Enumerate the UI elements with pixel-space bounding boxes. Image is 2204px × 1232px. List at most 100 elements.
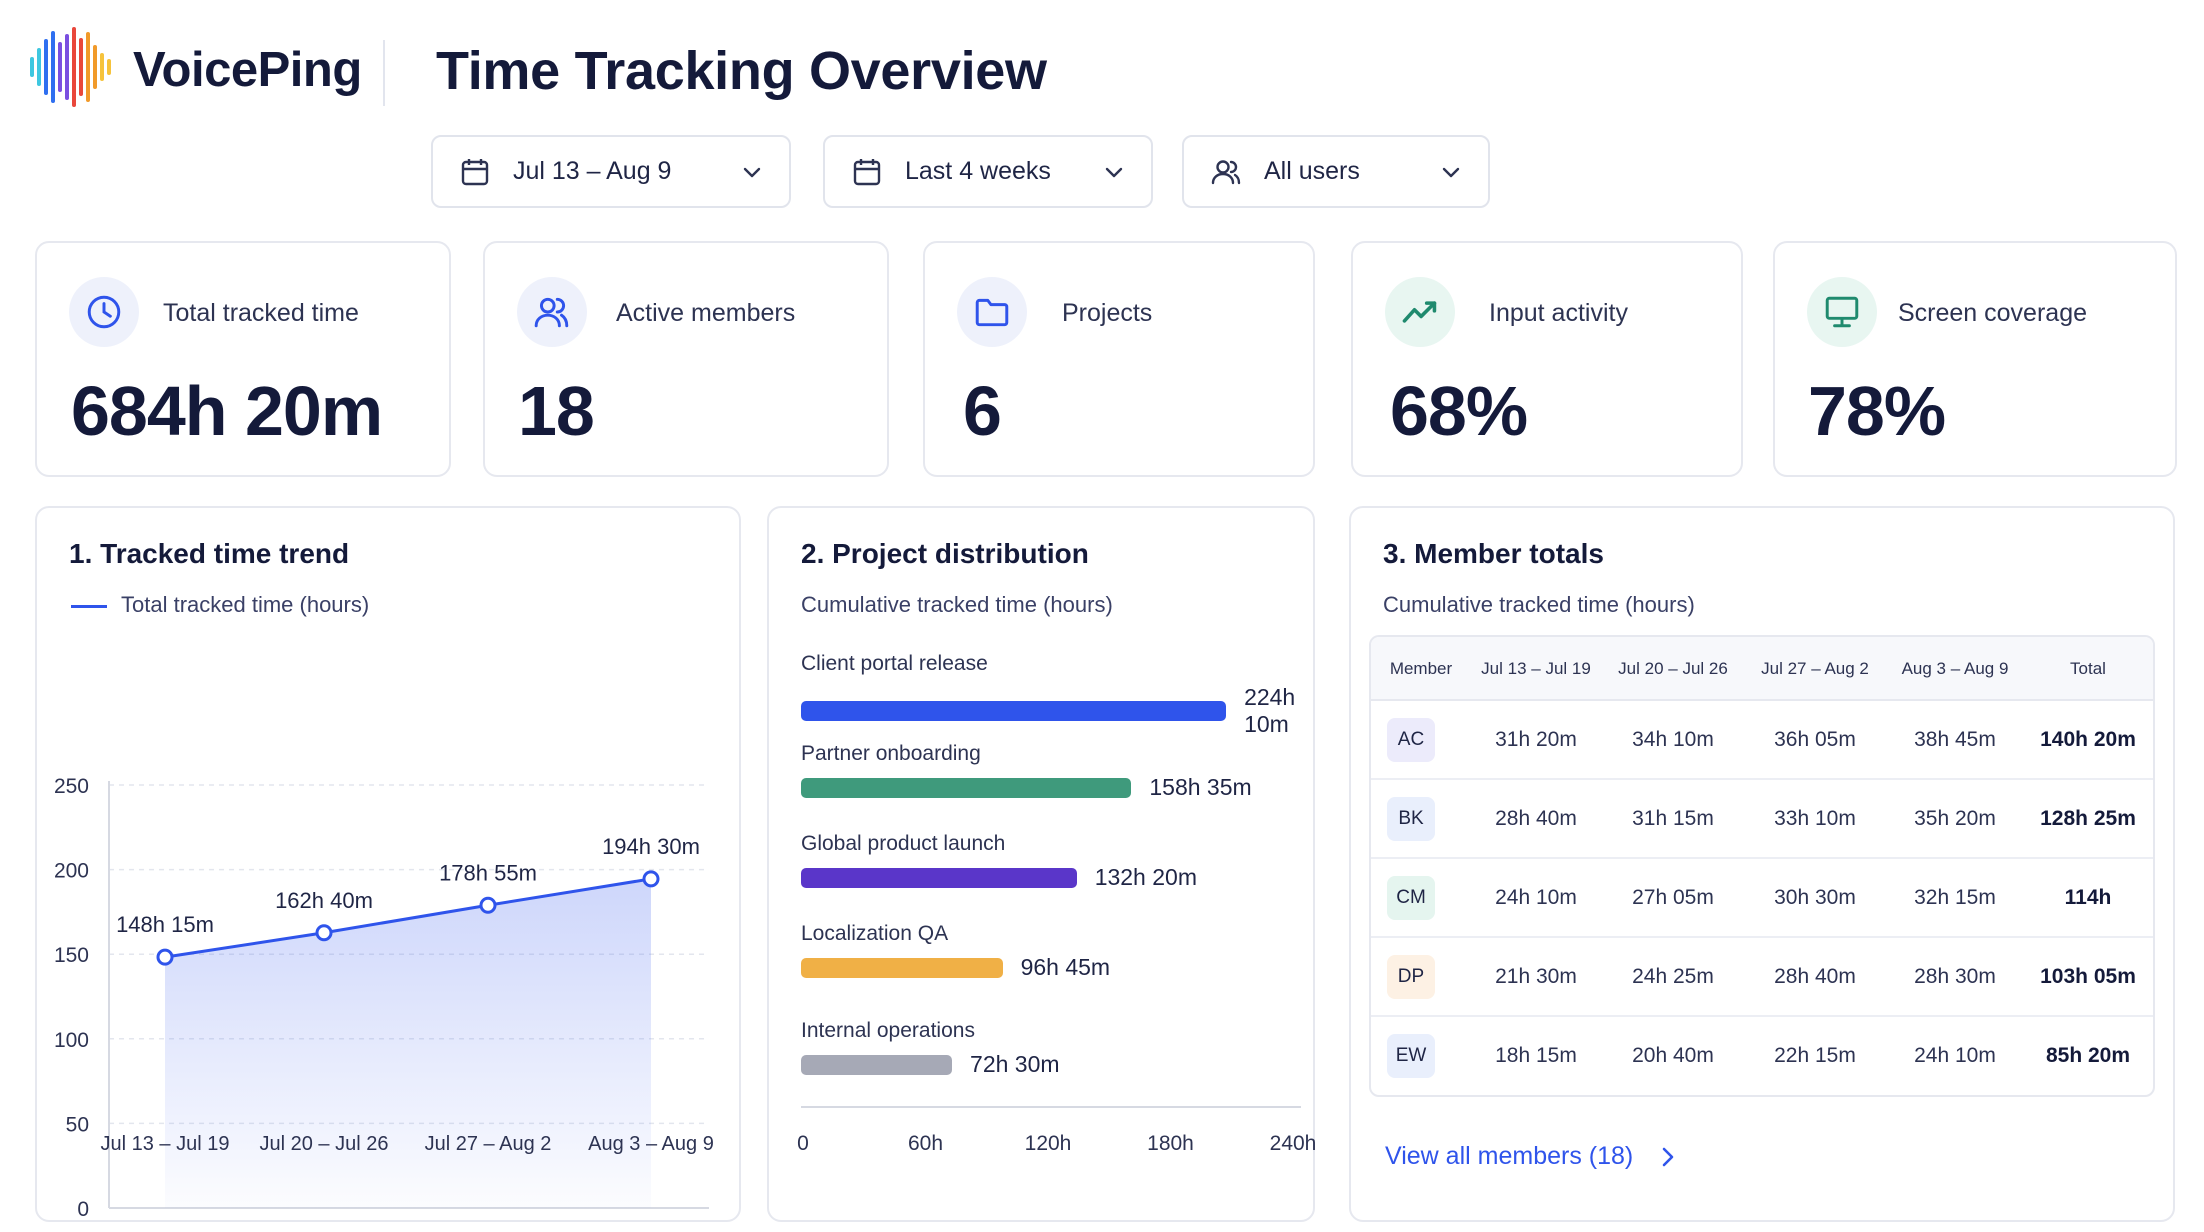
project-bar[interactable]: [801, 701, 1227, 721]
series-line: [164, 877, 652, 959]
table-cell: 35h 20m: [1914, 807, 1996, 830]
logo-bar: [58, 42, 62, 92]
avatar: CM: [1387, 876, 1435, 920]
logo-bar: [100, 53, 104, 81]
project-name: Client portal release: [801, 652, 988, 675]
stat-card-active-members: Active members 18: [483, 241, 889, 477]
table-row[interactable]: BK 28h 40m 31h 15m 33h 10m 35h 20m 128h …: [1371, 780, 2153, 859]
table-cell-total: 85h 20m: [2045, 1044, 2131, 1067]
users-icon: [517, 277, 587, 347]
data-point[interactable]: [479, 896, 497, 914]
x-tick-label: 0: [797, 1132, 809, 1155]
table-cell: 31h 20m: [1495, 728, 1577, 751]
trend-up-icon: [1385, 277, 1455, 347]
tracked-time-trend-card: 1. Tracked time trend Total tracked time…: [35, 506, 741, 1222]
table-cell: 30h 30m: [1774, 886, 1856, 909]
table-cell: 32h 15m: [1914, 886, 1996, 909]
data-point[interactable]: [315, 924, 333, 942]
stat-card-screen-coverage: Screen coverage 78%: [1773, 241, 2177, 477]
date-range-filter[interactable]: Jul 13 – Aug 9: [431, 135, 791, 208]
table-cell: 28h 30m: [1914, 965, 1996, 988]
logo-bar: [79, 38, 83, 96]
avatar: DP: [1387, 955, 1435, 999]
project-name: Internal operations: [801, 1019, 975, 1042]
card-title: 3. Member totals: [1383, 538, 1604, 569]
chevron-right-icon: [1662, 1147, 1674, 1166]
project-bar-row: Partner onboarding 158h 35m: [801, 742, 1252, 801]
project-bar-row: Global product launch 132h 20m: [801, 832, 1197, 891]
period-filter[interactable]: Last 4 weeks: [823, 135, 1153, 208]
logo-bar: [93, 45, 97, 89]
x-tick-label: Jul 27 – Aug 2: [425, 1133, 552, 1155]
bar-value-label: 132h 20m: [1094, 864, 1197, 890]
table-row[interactable]: DP 21h 30m 24h 25m 28h 40m 28h 30m 103h …: [1371, 938, 2153, 1017]
project-bar-row: Localization QA 96h 45m: [801, 922, 1110, 981]
table-cell: 20h 40m: [1632, 1044, 1714, 1067]
stat-label: Projects: [1062, 299, 1153, 327]
x-tick-label: 180h: [1147, 1132, 1194, 1155]
table-cell: 28h 40m: [1774, 965, 1856, 988]
logo-bar: [37, 48, 41, 86]
users-filter[interactable]: All users: [1182, 135, 1490, 208]
bar-value-label: 158h 35m: [1149, 774, 1252, 800]
table-cell: 36h 05m: [1774, 728, 1856, 751]
table-row[interactable]: AC 31h 20m 34h 10m 36h 05m 38h 45m 140h …: [1371, 701, 2153, 780]
avatar: AC: [1387, 718, 1435, 762]
table-cell: 24h 10m: [1495, 886, 1577, 909]
table-cell: 28h 40m: [1495, 807, 1577, 830]
table-cell: 24h 10m: [1914, 1044, 1996, 1067]
stat-label: Total tracked time: [163, 299, 359, 327]
project-bar[interactable]: [801, 1054, 953, 1075]
member-table: Member Jul 13 – Jul 19 Jul 20 – Jul 26 J…: [1369, 635, 2155, 1097]
stat-value: 68%: [1390, 372, 1528, 450]
legend-swatch: [71, 605, 107, 608]
logo-bar: [51, 31, 55, 103]
logo-bar: [30, 57, 34, 77]
y-tick-label: 50: [66, 1113, 89, 1136]
x-tick-label: 240h: [1269, 1132, 1317, 1155]
table-cell: 22h 15m: [1774, 1044, 1856, 1067]
data-point[interactable]: [642, 870, 660, 888]
monitor-icon: [1807, 277, 1877, 347]
view-all-members-label: View all members (18): [1385, 1142, 1634, 1170]
column-header: Member: [1389, 659, 1453, 678]
project-bar[interactable]: [801, 867, 1077, 888]
y-tick-label: 200: [54, 860, 89, 883]
stat-label: Active members: [616, 299, 796, 327]
table-cell: 31h 15m: [1632, 807, 1714, 830]
table-row[interactable]: CM 24h 10m 27h 05m 30h 30m 32h 15m 114h: [1371, 859, 2153, 938]
column-header: Aug 3 – Aug 9: [1901, 659, 2009, 678]
x-axis-line: [801, 1106, 1301, 1108]
project-bar-row: Internal operations 72h 30m: [801, 1019, 1060, 1078]
bar-value-label: 96h 45m: [1020, 954, 1111, 980]
table-row[interactable]: EW 18h 15m 20h 40m 22h 15m 24h 10m 85h 2…: [1371, 1017, 2153, 1095]
table-cell: 38h 45m: [1914, 728, 1996, 751]
table-cell-total: 103h 05m: [2040, 965, 2136, 988]
stat-value: 18: [518, 372, 595, 450]
data-point[interactable]: [156, 948, 174, 966]
logo-bar: [72, 27, 76, 107]
bar-value-label: 224h 10m: [1244, 684, 1296, 737]
y-tick-label: 100: [54, 1029, 89, 1052]
logo-bar: [107, 59, 111, 75]
column-header: Jul 27 – Aug 2: [1761, 659, 1869, 678]
y-tick-label: 250: [54, 775, 89, 798]
table-cell: 18h 15m: [1495, 1044, 1577, 1067]
card-subtitle: Cumulative tracked time (hours): [1383, 592, 1695, 617]
period-label: Last 4 weeks: [905, 157, 1051, 185]
voiceping-logo-icon: [30, 27, 111, 107]
project-bar[interactable]: [801, 957, 1003, 978]
project-bar[interactable]: [801, 777, 1132, 798]
y-tick-label: 0: [77, 1198, 89, 1221]
calendar-icon: [461, 158, 489, 185]
x-tick-label: Jul 20 – Jul 26: [260, 1133, 389, 1155]
project-name: Global product launch: [801, 832, 1006, 855]
data-label: 162h 40m: [275, 888, 373, 913]
x-tick-label: Jul 13 – Jul 19: [101, 1133, 230, 1155]
view-all-members-link[interactable]: View all members (18): [1385, 1142, 1677, 1171]
users-icon: [1211, 159, 1241, 184]
card-subtitle: Cumulative tracked time (hours): [801, 592, 1113, 617]
project-name: Localization QA: [801, 922, 949, 945]
x-tick-label: 120h: [1024, 1132, 1072, 1155]
date-range-label: Jul 13 – Aug 9: [513, 157, 672, 185]
